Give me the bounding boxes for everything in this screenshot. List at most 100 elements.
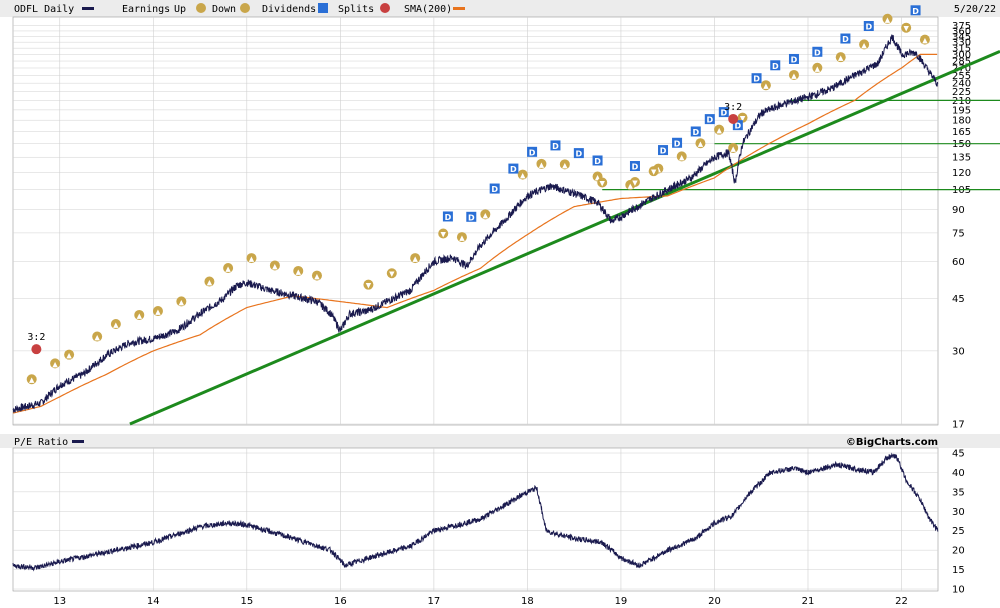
earnings-down-marker: ▼ <box>363 279 374 290</box>
svg-text:▲: ▲ <box>66 352 72 360</box>
y-tick-label: 45 <box>952 449 965 460</box>
y-tick-label: 345 <box>952 32 971 43</box>
dividend-marker: D <box>910 5 921 16</box>
earnings-up-marker: ▲ <box>410 253 421 264</box>
dividend-marker: D <box>489 183 500 194</box>
dividend-marker: D <box>751 73 762 84</box>
svg-text:▼: ▼ <box>389 270 395 278</box>
dividend-marker: D <box>770 60 781 71</box>
svg-text:▼: ▼ <box>651 168 657 176</box>
svg-text:▼: ▼ <box>904 25 910 33</box>
svg-text:▲: ▲ <box>861 41 867 49</box>
svg-text:D: D <box>772 62 779 71</box>
earnings-up-marker: ▲ <box>269 260 280 271</box>
x-tick-label: 19 <box>615 596 628 607</box>
earnings-up-marker: ▲ <box>536 158 547 169</box>
credit-label: ©BigCharts.com <box>846 437 938 448</box>
svg-text:D: D <box>510 165 517 174</box>
svg-text:▲: ▲ <box>595 173 601 181</box>
pe-axis: 45 40 35 30 25 20 15 10 <box>952 449 965 596</box>
y-tick-label: 195 <box>952 105 971 116</box>
svg-text:D: D <box>814 48 821 57</box>
x-tick-label: 20 <box>708 596 721 607</box>
earnings-up-marker: ▲ <box>311 270 322 281</box>
svg-text:▲: ▲ <box>137 312 143 320</box>
dividend-marker: D <box>732 120 743 131</box>
dividend-marker: D <box>527 146 538 157</box>
svg-text:▲: ▲ <box>207 279 213 287</box>
svg-text:▲: ▲ <box>412 255 418 263</box>
split-label: 3:2 <box>27 332 45 343</box>
y-tick-label: 17 <box>952 420 965 431</box>
sma-line <box>12 53 938 414</box>
y-tick-label: 30 <box>952 346 965 357</box>
dividend-marker: D <box>629 161 640 172</box>
y-tick-label: 180 <box>952 116 971 127</box>
y-tick-label: 135 <box>952 153 971 164</box>
dividend-marker: D <box>658 145 669 156</box>
svg-text:▲: ▲ <box>885 16 891 24</box>
svg-text:▲: ▲ <box>698 140 704 148</box>
earnings-down-marker: ▼ <box>438 228 449 239</box>
y-tick-label: 165 <box>952 127 971 138</box>
y-tick-label: 255 <box>952 71 971 82</box>
earnings-up-legend-icon <box>196 3 206 13</box>
svg-text:▲: ▲ <box>296 268 302 276</box>
earnings-up-marker: ▲ <box>134 309 145 320</box>
y-tick-label: 150 <box>952 139 971 150</box>
dividend-marker: D <box>573 148 584 159</box>
svg-text:▲: ▲ <box>459 234 465 242</box>
x-tick-label: 17 <box>428 596 441 607</box>
price-axis: 3753603453303153002852702552402252101951… <box>952 21 971 430</box>
y-tick-label: 90 <box>952 205 965 216</box>
earnings-down-marker: ▼ <box>901 22 912 33</box>
lower-header-bar <box>0 434 1000 448</box>
y-tick-label: 30 <box>952 507 965 518</box>
svg-text:D: D <box>692 128 699 137</box>
y-tick-label: 120 <box>952 168 971 179</box>
earnings-up-marker: ▲ <box>760 80 771 91</box>
y-tick-label: 40 <box>952 468 965 479</box>
y-tick-label: 35 <box>952 487 965 498</box>
earnings-up-marker: ▲ <box>223 262 234 273</box>
earnings-down-label: Down <box>212 4 236 15</box>
svg-text:D: D <box>632 163 639 172</box>
svg-text:▼: ▼ <box>600 179 606 187</box>
pe-line <box>12 452 939 572</box>
svg-text:▲: ▲ <box>922 37 928 45</box>
y-tick-label: 20 <box>952 546 965 557</box>
dividend-marker: D <box>672 137 683 148</box>
header-bar <box>0 0 1000 17</box>
earnings-up-marker: ▲ <box>714 124 725 135</box>
svg-text:▲: ▲ <box>628 182 634 190</box>
event-markers: ▲▲▲▲▲▲▲▲▲▲▲▲▲▲▲▲▲▲▲▲▲▲▲▲▲▲▲▲▲▲▲▲▲▲▼▼▼▼▼▼… <box>26 5 930 385</box>
earnings-up-marker: ▲ <box>695 138 706 149</box>
y-tick-label: 45 <box>952 294 965 305</box>
splits-label: Splits <box>338 4 374 15</box>
svg-text:D: D <box>720 109 727 118</box>
y-tick-label: 15 <box>952 565 965 576</box>
x-tick-label: 22 <box>895 596 908 607</box>
earnings-up-marker: ▲ <box>456 232 467 243</box>
earnings-up-marker: ▲ <box>728 142 739 153</box>
svg-text:▼: ▼ <box>441 231 447 239</box>
svg-text:▲: ▲ <box>730 145 736 153</box>
svg-text:D: D <box>842 35 849 44</box>
earnings-up-marker: ▲ <box>919 34 930 45</box>
earnings-up-marker: ▲ <box>676 151 687 162</box>
earnings-down-legend-icon <box>240 3 250 13</box>
svg-text:▲: ▲ <box>483 211 489 219</box>
svg-text:▲: ▲ <box>113 321 119 329</box>
y-tick-label: 105 <box>952 185 971 196</box>
y-tick-label: 300 <box>952 50 971 61</box>
dividend-marker: D <box>508 163 519 174</box>
y-tick-label: 225 <box>952 87 971 98</box>
y-tick-label: 375 <box>952 21 971 32</box>
sma-label: SMA(200) <box>404 4 452 15</box>
svg-text:D: D <box>753 75 760 84</box>
dividend-marker: D <box>863 20 874 31</box>
earnings-up-marker: ▲ <box>204 276 215 287</box>
svg-text:▲: ▲ <box>539 161 545 169</box>
svg-text:D: D <box>445 213 452 222</box>
svg-text:▲: ▲ <box>29 376 35 384</box>
